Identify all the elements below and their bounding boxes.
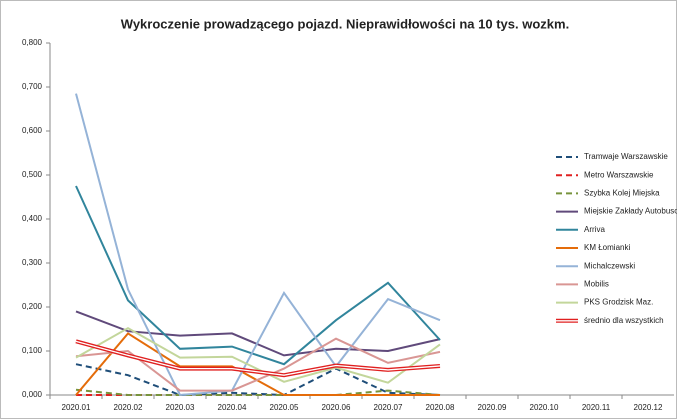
y-tick-label: 0,700 (22, 82, 43, 91)
series-line (75, 363, 441, 397)
y-tick-label: 0,100 (22, 346, 43, 355)
series-line-inner (75, 340, 441, 376)
legend-label: Tramwaje Warszawskie (584, 152, 668, 161)
x-tick-label: 2020.12 (634, 403, 663, 412)
legend-label: Mobilis (584, 280, 609, 289)
series-line (75, 326, 441, 384)
y-tick-label: 0,400 (22, 214, 43, 223)
x-tick-label: 2020.08 (426, 403, 455, 412)
series-line (75, 388, 441, 396)
legend-label: PKS Grodzisk Maz. (584, 298, 653, 307)
y-tick-label: 0,200 (22, 302, 43, 311)
x-tick-label: 2020.03 (166, 403, 195, 412)
chart-title: Wykroczenie prowadzącego pojazd. Niepraw… (121, 16, 569, 31)
legend-label: średnio dla wszystkich (584, 316, 664, 325)
x-tick-label: 2020.07 (374, 403, 403, 412)
legend-label: Michalczewski (584, 261, 635, 270)
y-tick-label: 0,500 (22, 170, 43, 179)
x-tick-label: 2020.04 (218, 403, 247, 412)
y-tick-label: 0,600 (22, 126, 43, 135)
x-tick-label: 2020.01 (62, 403, 91, 412)
legend-label: KM Łomianki (584, 243, 630, 252)
x-tick-label: 2020.09 (478, 403, 507, 412)
series-line (75, 93, 441, 397)
legend-label: Metro Warszawskie (584, 170, 654, 179)
legend-label: Miejskie Zakłady Autobusowe (584, 207, 677, 216)
x-tick-label: 2020.10 (530, 403, 559, 412)
x-tick-label: 2020.05 (270, 403, 299, 412)
legend-label: Arriva (584, 225, 605, 234)
x-tick-label: 2020.02 (114, 403, 143, 412)
series-line (75, 332, 440, 396)
y-tick-label: 0,000 (22, 390, 43, 399)
legend-label: Szybka Kolej Miejska (584, 189, 660, 198)
x-tick-label: 2020.11 (582, 403, 611, 412)
y-tick-label: 0,300 (22, 258, 43, 267)
y-tick-label: 0,800 (22, 38, 43, 47)
x-tick-label: 2020.06 (322, 403, 351, 412)
